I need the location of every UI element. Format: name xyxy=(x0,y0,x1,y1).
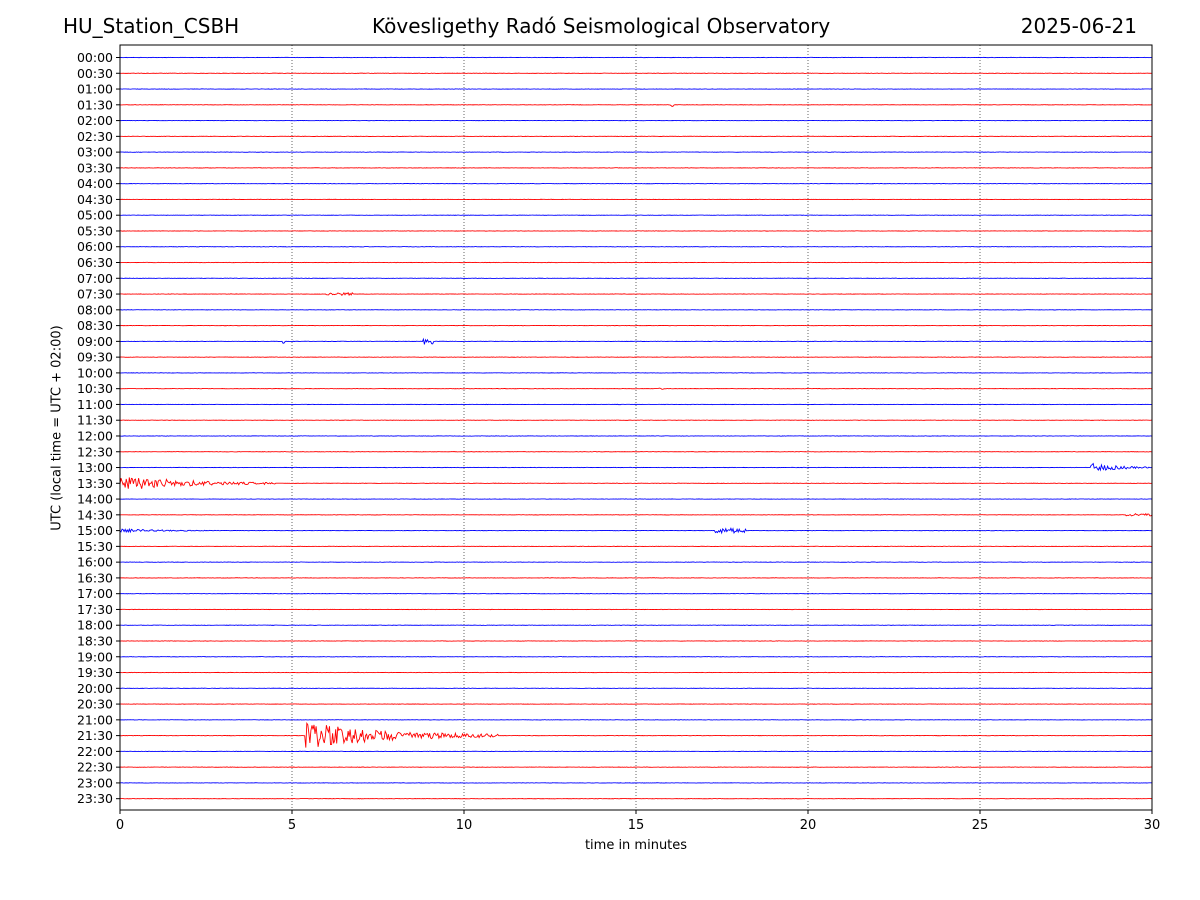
x-tick-label: 10 xyxy=(456,818,473,833)
y-tick-label: 19:30 xyxy=(77,665,113,680)
y-tick-label: 22:30 xyxy=(77,760,113,775)
y-tick-label: 02:30 xyxy=(77,129,113,144)
y-tick-label: 20:00 xyxy=(77,681,113,696)
y-tick-label: 09:30 xyxy=(77,350,113,365)
trace-line xyxy=(119,337,1153,345)
x-axis-label: time in minutes xyxy=(584,838,688,853)
y-tick-label: 10:30 xyxy=(77,381,113,396)
y-tick-label: 14:30 xyxy=(77,507,113,522)
y-tick-label: 09:00 xyxy=(77,334,113,349)
y-tick-label: 17:00 xyxy=(77,586,113,601)
y-tick-group: 00:0000:3001:0001:3002:0002:3003:0003:30… xyxy=(77,50,120,806)
y-tick-label: 15:00 xyxy=(77,523,113,538)
y-tick-label: 06:00 xyxy=(77,239,113,254)
y-tick-label: 12:30 xyxy=(77,444,113,459)
y-tick-label: 08:30 xyxy=(77,318,113,333)
x-tick-label: 30 xyxy=(1144,818,1161,833)
y-tick-label: 15:30 xyxy=(77,539,113,554)
trace-line xyxy=(119,462,1153,472)
y-tick-label: 23:00 xyxy=(77,775,113,790)
y-tick-label: 11:00 xyxy=(77,397,113,412)
y-tick-label: 17:30 xyxy=(77,602,113,617)
y-tick-label: 20:30 xyxy=(77,697,113,712)
x-tick-group: 0 5 10 15 20 25 30 xyxy=(116,810,1160,833)
x-tick-label: 15 xyxy=(628,818,645,833)
trace-line xyxy=(119,477,1153,489)
y-tick-label: 07:00 xyxy=(77,271,113,286)
y-tick-label: 23:30 xyxy=(77,791,113,806)
y-tick-label: 01:30 xyxy=(77,97,113,112)
y-tick-label: 14:00 xyxy=(77,492,113,507)
y-tick-label: 16:30 xyxy=(77,570,113,585)
trace-line xyxy=(119,104,1153,107)
y-tick-label: 19:00 xyxy=(77,649,113,664)
y-tick-label: 01:00 xyxy=(77,82,113,97)
y-tick-label: 05:00 xyxy=(77,208,113,223)
trace-line xyxy=(119,291,1153,297)
y-tick-label: 13:00 xyxy=(77,460,113,475)
trace-lines xyxy=(119,56,1153,800)
y-tick-label: 11:30 xyxy=(77,413,113,428)
y-tick-label: 18:00 xyxy=(77,618,113,633)
y-tick-label: 22:00 xyxy=(77,744,113,759)
y-tick-label: 05:30 xyxy=(77,223,113,238)
x-tick-label: 25 xyxy=(972,818,989,833)
y-tick-label: 03:30 xyxy=(77,160,113,175)
y-tick-label: 12:00 xyxy=(77,428,113,443)
y-tick-label: 03:00 xyxy=(77,145,113,160)
y-tick-label: 00:00 xyxy=(77,50,113,65)
y-tick-label: 04:00 xyxy=(77,176,113,191)
y-tick-label: 13:30 xyxy=(77,476,113,491)
y-tick-label: 21:30 xyxy=(77,728,113,743)
y-tick-label: 06:30 xyxy=(77,255,113,270)
trace-line xyxy=(119,721,1153,748)
station-title: HU_Station_CSBH xyxy=(63,14,240,38)
y-axis-label: UTC (local time = UTC + 02:00) xyxy=(49,325,65,531)
y-tick-label: 16:00 xyxy=(77,555,113,570)
y-tick-label: 07:30 xyxy=(77,287,113,302)
y-tick-label: 21:00 xyxy=(77,712,113,727)
y-tick-label: 02:00 xyxy=(77,113,113,128)
observatory-title: Kövesligethy Radó Seismological Observat… xyxy=(372,14,831,38)
x-tick-label: 20 xyxy=(800,818,817,833)
trace-line xyxy=(119,387,1153,390)
date-title: 2025-06-21 xyxy=(1020,14,1137,38)
y-tick-label: 10:00 xyxy=(77,365,113,380)
x-tick-label: 5 xyxy=(288,818,296,833)
grid-lines xyxy=(291,45,981,810)
y-tick-label: 00:30 xyxy=(77,66,113,81)
y-tick-label: 04:30 xyxy=(77,192,113,207)
trace-line xyxy=(119,527,1152,535)
y-tick-label: 18:30 xyxy=(77,633,113,648)
trace-line xyxy=(119,512,1153,517)
x-tick-label: 0 xyxy=(116,818,124,833)
y-tick-label: 08:00 xyxy=(77,302,113,317)
